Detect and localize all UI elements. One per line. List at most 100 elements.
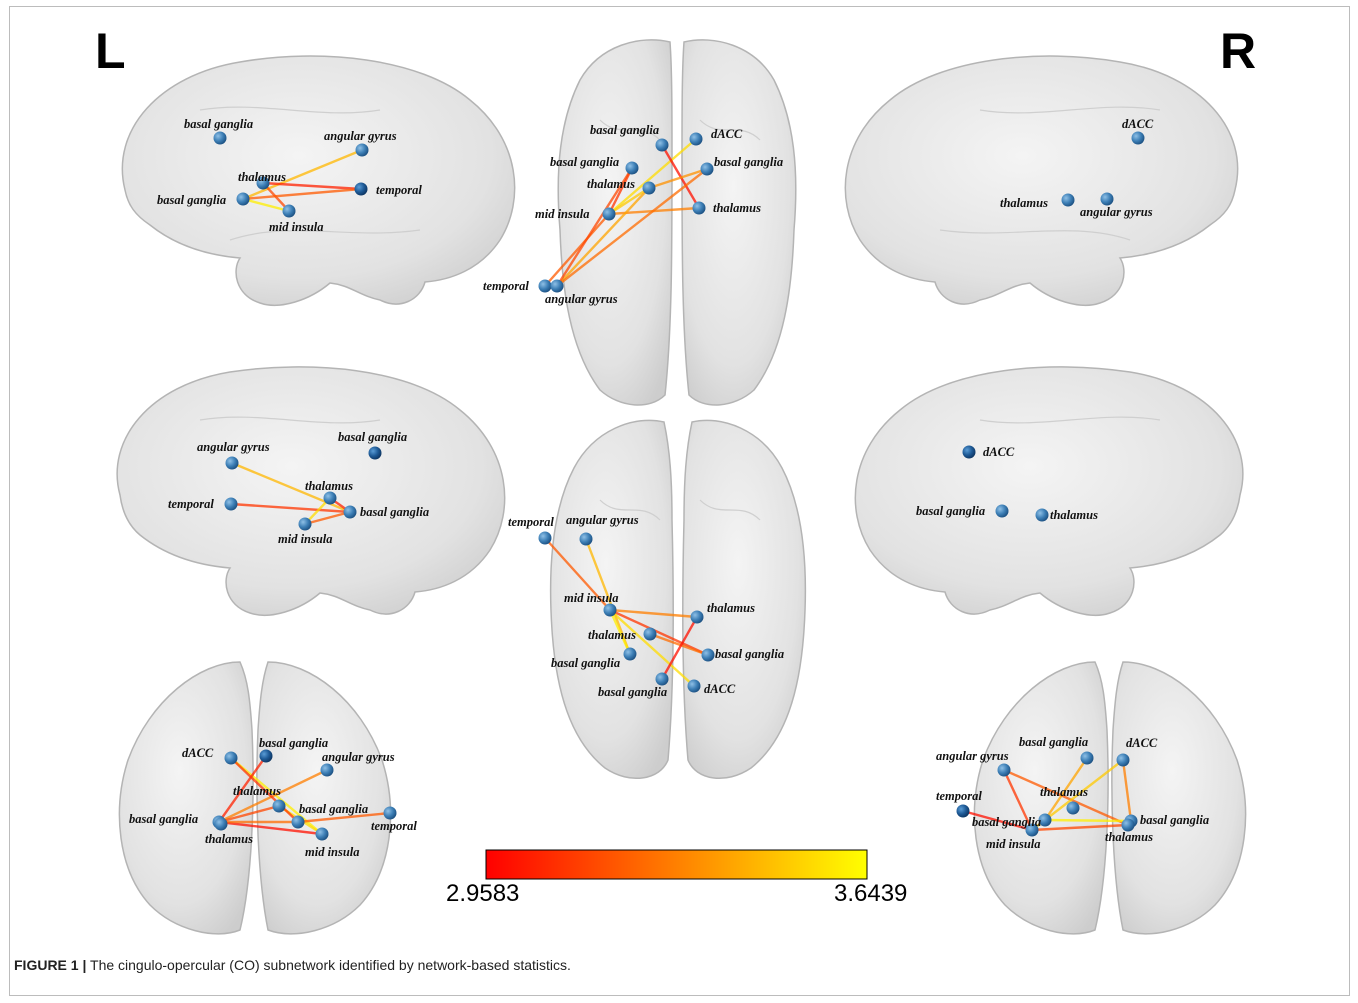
left-lateral-node-mi bbox=[282, 204, 296, 218]
posterior-view-label-dacc: dACC bbox=[1126, 736, 1158, 750]
anterior-view-label-ang: angular gyrus bbox=[322, 750, 395, 764]
bottom-view-edge-temp-mi bbox=[543, 536, 612, 612]
left-lateral-node-temp bbox=[354, 182, 368, 196]
top-view-edge-thal_l-bg_r bbox=[647, 167, 709, 190]
right-medial-node-dacc bbox=[962, 445, 976, 459]
posterior-view-edge-dacc-bg_r bbox=[1121, 758, 1133, 823]
left-medial-label-mi: mid insula bbox=[278, 532, 333, 546]
anterior-view-label-bg_l: basal ganglia bbox=[129, 812, 198, 826]
top-view-edge-bg_l-ang bbox=[555, 166, 634, 288]
right-lateral-node-ang bbox=[1100, 192, 1114, 206]
brain-anterior-left bbox=[118, 661, 254, 935]
bottom-view-label-temp: temporal bbox=[508, 515, 554, 529]
anterior-view-label-temp: temporal bbox=[371, 819, 417, 833]
left-lateral-edge-thal-temp bbox=[261, 181, 363, 191]
anterior-view-label-mi: mid insula bbox=[305, 845, 360, 859]
posterior-view-label-temp: temporal bbox=[936, 789, 982, 803]
posterior-view-label-ang: angular gyrus bbox=[936, 749, 1009, 763]
brain-posterior-right bbox=[1111, 661, 1247, 935]
nodes-layer bbox=[212, 131, 1145, 841]
top-view-node-dacc bbox=[689, 132, 703, 146]
top-view-label-bg_r: basal ganglia bbox=[714, 155, 783, 169]
posterior-view-node-dacc bbox=[1116, 753, 1130, 767]
anterior-view-edge-dacc-bg_m bbox=[229, 756, 300, 824]
left-lateral-edge-bg2-temp bbox=[241, 187, 363, 201]
bottom-view-node-ang bbox=[579, 532, 593, 546]
posterior-view-edge-mi-thal_r bbox=[1030, 823, 1130, 832]
posterior-view-label-bg_l: basal ganglia bbox=[972, 815, 1041, 829]
bottom-view-node-temp bbox=[538, 531, 552, 545]
posterior-view-node-bg_t bbox=[1080, 751, 1094, 765]
brain-outlines bbox=[116, 39, 1247, 935]
left-medial-edge-temp-bg2 bbox=[229, 502, 352, 514]
left-lateral-node-bg1 bbox=[213, 131, 227, 145]
left-hemisphere-label: L bbox=[95, 23, 126, 79]
left-medial-edge-mi-bg2 bbox=[303, 510, 352, 526]
right-medial-label-thal: thalamus bbox=[1050, 508, 1098, 522]
posterior-view-edge-temp-mi bbox=[961, 809, 1034, 832]
brain-bottom-right-hemisphere bbox=[682, 419, 807, 780]
caption-text: The cingulo-opercular (CO) subnetwork id… bbox=[86, 957, 571, 973]
left-lateral-label-temp: temporal bbox=[376, 183, 422, 197]
left-medial-node-bg1 bbox=[368, 446, 382, 460]
anterior-view-edge-bg_l-ang bbox=[217, 768, 329, 824]
top-view-node-temp bbox=[538, 279, 552, 293]
anterior-view-edge-bg_t-bg_l bbox=[217, 754, 268, 824]
bottom-view-node-bg_r bbox=[701, 648, 715, 662]
right-hemisphere-label: R bbox=[1220, 23, 1257, 79]
top-view-node-thal_l bbox=[642, 181, 656, 195]
posterior-view-label-mi: mid insula bbox=[986, 837, 1041, 851]
anterior-view-label-thal_l: thalamus bbox=[233, 784, 281, 798]
left-medial-node-bg2 bbox=[343, 505, 357, 519]
top-view-edge-thal_l-ang bbox=[555, 186, 651, 288]
bottom-view-label-mi: mid insula bbox=[564, 591, 619, 605]
posterior-view-node-mi bbox=[1025, 823, 1039, 837]
bottom-view-label-bg_r: basal ganglia bbox=[715, 647, 784, 661]
bottom-view-edge-mi-bg_r bbox=[608, 608, 710, 657]
left-lateral-label-mi: mid insula bbox=[269, 220, 324, 234]
brain-posterior-left bbox=[973, 661, 1109, 935]
brain-bottom-left-hemisphere bbox=[549, 419, 674, 780]
edges-layer bbox=[217, 137, 1133, 836]
bottom-view-node-bg_l bbox=[623, 647, 637, 661]
top-view-label-dacc: dACC bbox=[711, 127, 743, 141]
posterior-view-edge-ang-mi bbox=[1002, 768, 1034, 832]
right-medial-label-bg: basal ganglia bbox=[916, 504, 985, 518]
left-lateral-edge-bg2-ang bbox=[241, 148, 364, 201]
anterior-view-edge-bg_l-thal_l bbox=[217, 804, 281, 824]
left-lateral-label-thal: thalamus bbox=[238, 170, 286, 184]
anterior-view-node-mi bbox=[315, 827, 329, 841]
bottom-view-label-thal_r: thalamus bbox=[707, 601, 755, 615]
left-medial-label-thal: thalamus bbox=[305, 479, 353, 493]
right-medial-node-bg bbox=[995, 504, 1009, 518]
top-view-label-thal_l: thalamus bbox=[587, 177, 635, 191]
right-lateral-label-thal: thalamus bbox=[1000, 196, 1048, 210]
posterior-view-label-bg_r: basal ganglia bbox=[1140, 813, 1209, 827]
left-lateral-node-ang bbox=[355, 143, 369, 157]
anterior-view-node-bg_t bbox=[259, 749, 273, 763]
bottom-view-label-thal_l: thalamus bbox=[588, 628, 636, 642]
right-lateral-label-dacc: dACC bbox=[1122, 117, 1154, 131]
top-view-node-bg_l bbox=[625, 161, 639, 175]
brain-right-lateral bbox=[844, 55, 1239, 307]
left-medial-node-ang bbox=[225, 456, 239, 470]
top-view-label-thal_r: thalamus bbox=[713, 201, 761, 215]
top-view-label-temp: temporal bbox=[483, 279, 529, 293]
anterior-view-edge-bg_l-mi bbox=[217, 820, 324, 836]
top-view-label-mi: mid insula bbox=[535, 207, 590, 221]
top-view-edge-mi-temp bbox=[543, 212, 611, 288]
bottom-view-edge-mi-dacc bbox=[608, 608, 696, 688]
right-lateral-node-thal bbox=[1061, 193, 1075, 207]
left-lateral-node-bg2 bbox=[236, 192, 250, 206]
posterior-view-edge-ang-thal_r bbox=[1002, 768, 1130, 827]
posterior-view-edge-bg_t-bg_l bbox=[1043, 756, 1089, 822]
posterior-view-node-bg_l bbox=[1038, 813, 1052, 827]
anterior-view-label-bg_t: basal ganglia bbox=[259, 736, 328, 750]
left-medial-node-temp bbox=[224, 497, 238, 511]
anterior-view-node-thal_l bbox=[272, 799, 286, 813]
posterior-view-node-thal_r bbox=[1121, 818, 1135, 832]
left-medial-label-bg2: basal ganglia bbox=[360, 505, 429, 519]
posterior-view-label-thal_m: thalamus bbox=[1040, 785, 1088, 799]
